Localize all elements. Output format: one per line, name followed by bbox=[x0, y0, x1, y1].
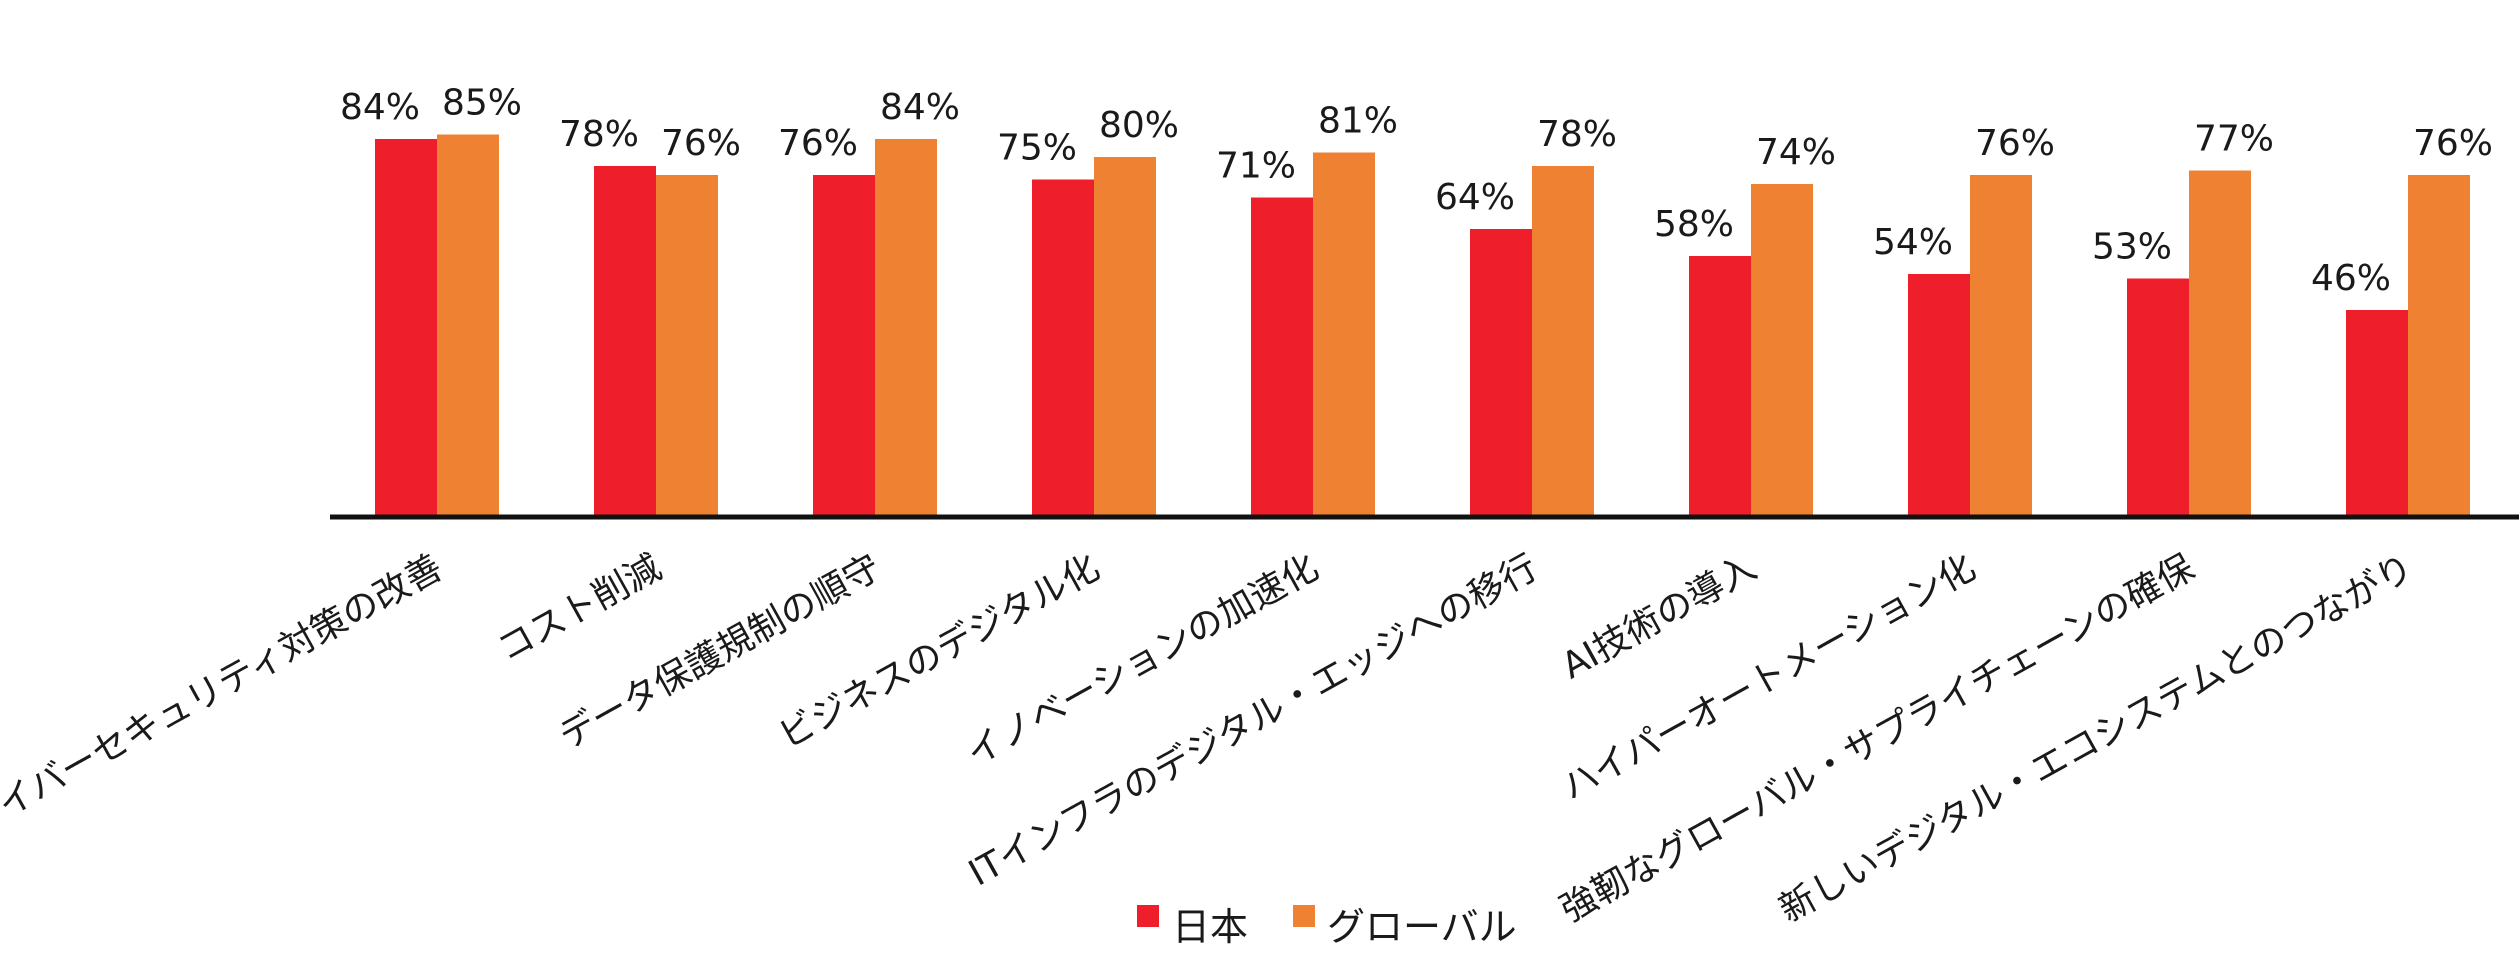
value-label-japan-10: 46% bbox=[2311, 258, 2391, 299]
bar-japan-6 bbox=[1470, 229, 1532, 517]
value-labels-layer: 84% 85% 78% 76% 76% 84% 75% 80% 71% 81% 64% 78% 58% 7… bbox=[340, 83, 2493, 300]
value-label-japan-6: 64% bbox=[1435, 177, 1515, 218]
category-label-2: コスト削減 bbox=[491, 547, 668, 670]
bar-global-10 bbox=[2408, 175, 2470, 517]
category-label-7: AI技術の導入 bbox=[1555, 547, 1763, 687]
legend-label-japan: 日本 bbox=[1172, 905, 1248, 949]
value-label-global-1: 85% bbox=[442, 83, 522, 124]
value-label-global-3: 84% bbox=[880, 87, 960, 128]
bar-global-8 bbox=[1970, 175, 2032, 517]
bar-japan-8 bbox=[1908, 274, 1970, 517]
value-label-global-4: 80% bbox=[1099, 105, 1179, 146]
value-label-global-7: 74% bbox=[1756, 132, 1836, 173]
bar-japan-7 bbox=[1689, 256, 1751, 517]
category-label-8: ハイパーオートメーション化 bbox=[1555, 547, 1982, 809]
bar-japan-4 bbox=[1032, 179, 1094, 517]
value-label-japan-8: 54% bbox=[1873, 222, 1953, 263]
bar-global-7 bbox=[1751, 184, 1813, 517]
value-label-global-2: 76% bbox=[661, 123, 741, 164]
category-label-5: イノベーションの加速化 bbox=[960, 547, 1326, 774]
bar-global-3 bbox=[875, 139, 937, 517]
bar-global-4 bbox=[1094, 157, 1156, 517]
value-label-global-10: 76% bbox=[2413, 123, 2493, 164]
value-label-japan-3: 76% bbox=[778, 123, 858, 164]
bar-global-6 bbox=[1532, 166, 1594, 517]
bars-layer bbox=[375, 134, 2470, 517]
bar-global-2 bbox=[656, 175, 718, 517]
value-label-global-5: 81% bbox=[1318, 101, 1398, 142]
bar-japan-9 bbox=[2127, 278, 2189, 517]
legend-label-global: グローバル bbox=[1327, 905, 1517, 949]
bar-global-9 bbox=[2189, 170, 2251, 517]
legend: 日本 グローバル bbox=[1137, 905, 1517, 949]
value-label-global-8: 76% bbox=[1975, 123, 2055, 164]
bar-japan-5 bbox=[1251, 197, 1313, 517]
value-label-japan-2: 78% bbox=[559, 114, 639, 155]
bar-japan-2 bbox=[594, 166, 656, 517]
value-label-japan-5: 71% bbox=[1216, 146, 1296, 187]
value-label-japan-7: 58% bbox=[1654, 204, 1734, 245]
value-label-japan-4: 75% bbox=[997, 128, 1077, 169]
bar-japan-10 bbox=[2346, 310, 2408, 517]
bar-global-1 bbox=[437, 134, 499, 517]
value-label-japan-9: 53% bbox=[2092, 227, 2172, 268]
value-label-global-9: 77% bbox=[2194, 119, 2274, 160]
bar-global-5 bbox=[1313, 152, 1375, 517]
legend-swatch-japan bbox=[1137, 905, 1159, 927]
value-label-global-6: 78% bbox=[1537, 114, 1617, 155]
value-label-japan-1: 84% bbox=[340, 87, 420, 128]
bar-japan-1 bbox=[375, 139, 437, 517]
category-labels-layer: サイバーセキュリティ対策の改善 コスト削減データ保護規制の順守ビジネスのデジタル化… bbox=[0, 547, 2420, 931]
bar-japan-3 bbox=[813, 175, 875, 517]
category-label-1: サイバーセキュリティ対策の改善 bbox=[0, 547, 449, 843]
legend-swatch-global bbox=[1293, 905, 1315, 927]
